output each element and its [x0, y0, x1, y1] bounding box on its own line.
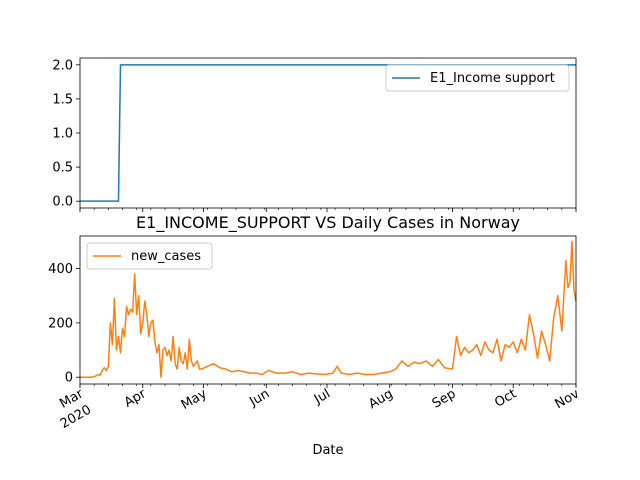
- y-tick-label: 400: [48, 262, 73, 277]
- bottom-axes-title: E1_INCOME_SUPPORT VS Daily Cases in Norw…: [136, 213, 520, 233]
- y-tick-label: 1.0: [52, 127, 73, 142]
- top-axes-lines: [80, 64, 576, 202]
- y-tick-label: 200: [48, 316, 73, 331]
- y-tick-label: 2.0: [52, 58, 73, 73]
- bottom-axes-lines: [80, 240, 577, 378]
- y-tick-label: 0.0: [52, 195, 73, 210]
- y-tick-label: 1.5: [52, 92, 73, 107]
- top-legend-box: [385, 64, 570, 92]
- top-axes: 0.0 0.5 1.0 1.5 2.0 E1_Income support: [52, 57, 577, 212]
- series-line-0: [80, 64, 576, 202]
- bottom-axes-frame: [79, 235, 577, 385]
- bottom-legend-label: new_cases: [131, 249, 201, 264]
- top-legend-label: E1_Income support: [430, 71, 555, 86]
- series-line-0: [80, 240, 577, 378]
- y-tick-label: 0.5: [52, 161, 73, 176]
- y-tick-label: 0: [65, 371, 73, 386]
- top-legend: E1_Income support: [385, 64, 570, 92]
- top-x-ticks: [79, 208, 577, 212]
- top-y-ticks: 0.0 0.5 1.0 1.5 2.0: [52, 58, 80, 210]
- bottom-legend-box: [86, 242, 213, 270]
- bottom-x-axis-label: Date: [312, 443, 343, 458]
- bottom-y-ticks: 0 200 400: [48, 262, 80, 386]
- bottom-legend: new_cases: [86, 242, 213, 270]
- x-tick-label: Jul: [311, 386, 333, 407]
